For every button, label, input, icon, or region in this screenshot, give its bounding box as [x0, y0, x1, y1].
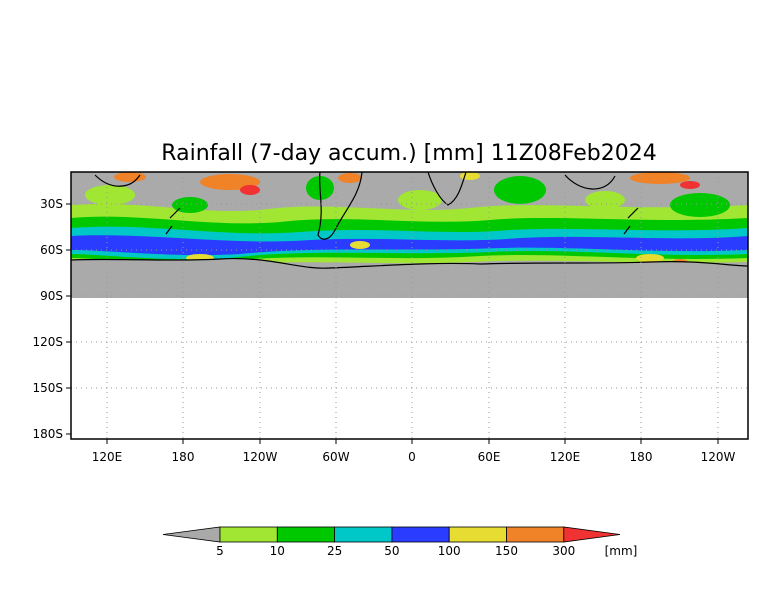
latitude-axis: 30S 60S 90S 120S 150S 180S	[32, 197, 71, 441]
rain-band-blue	[71, 235, 748, 256]
lat-label-90s: 90S	[40, 289, 63, 303]
new-zealand-coastline	[165, 207, 181, 235]
plot-frame	[70, 171, 749, 440]
lon-label-120e: 120E	[92, 450, 123, 464]
colorbar-swatch	[506, 526, 565, 543]
colorbar-tick-label: 300	[552, 544, 575, 558]
lat-label-120s: 120S	[32, 335, 63, 349]
lon-label-0: 0	[408, 450, 416, 464]
lon-label-60e: 60E	[478, 450, 501, 464]
new-zealand-coastline-repeat	[623, 207, 639, 235]
antarctica-region	[71, 258, 748, 298]
colorbar-tick-label: 10	[270, 544, 285, 558]
colorbar-tick-label: 5	[216, 544, 224, 558]
colorbar-swatch	[219, 526, 278, 543]
colorbar-swatch	[334, 526, 393, 543]
australia-coastline	[94, 174, 141, 187]
colorbar-tick-label: 150	[495, 544, 518, 558]
colorbar-swatch	[448, 526, 507, 543]
colorbar: 5 10 25 50 100 150 300 [mm]	[162, 526, 638, 558]
lon-label-60w: 60W	[322, 450, 349, 464]
longitude-axis: 120E 180 120W 60W 0 60E 120E 180 120W	[92, 439, 736, 464]
rainfall-field	[71, 172, 748, 298]
lon-label-180-repeat: 180	[630, 450, 653, 464]
map-title: Rainfall (7-day accum.) [mm] 11Z08Feb202…	[161, 141, 656, 166]
colorbar-tick-label: 25	[327, 544, 342, 558]
lon-label-180: 180	[172, 450, 195, 464]
lat-label-30s: 30S	[40, 197, 63, 211]
lat-label-60s: 60S	[40, 243, 63, 257]
australia-coastline-repeat	[564, 174, 616, 190]
colorbar-tick-label: 100	[438, 544, 461, 558]
colorbar-over-triangle	[563, 526, 621, 543]
lat-label-150s: 150S	[32, 381, 63, 395]
antarctica-coastline	[71, 257, 748, 269]
colorbar-tick-label: 50	[384, 544, 399, 558]
lon-label-120w-repeat: 120W	[701, 450, 736, 464]
lon-label-120e-repeat: 120E	[550, 450, 581, 464]
south-america-coastline	[317, 172, 363, 240]
colorbar-swatch	[391, 526, 450, 543]
lat-label-180s: 180S	[32, 427, 63, 441]
colorbar-swatch	[276, 526, 335, 543]
colorbar-under-triangle	[162, 526, 221, 543]
africa-coastline	[427, 172, 467, 206]
lon-label-120w: 120W	[243, 450, 278, 464]
colorbar-unit-label: [mm]	[605, 544, 638, 558]
